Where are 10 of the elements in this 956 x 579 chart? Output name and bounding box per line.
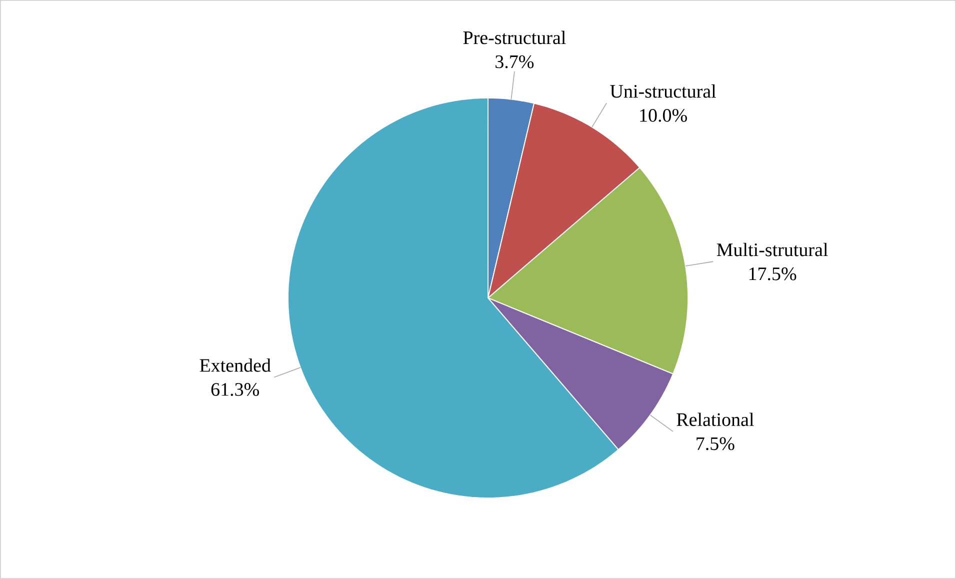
data-label: 3.7% [496,55,534,68]
data-label: 7.5% [696,437,734,450]
data-label: 10.0% [640,109,687,122]
slice-label: Uni-structural [610,84,716,98]
data-label: 61.3% [211,383,259,396]
slice-label: Relational [676,412,754,426]
slice-label: Pre-structural [463,30,566,44]
data-label: 17.5% [749,267,796,280]
slice-label: Extended [200,358,271,372]
slice-label: Multi-strutural [716,242,828,256]
